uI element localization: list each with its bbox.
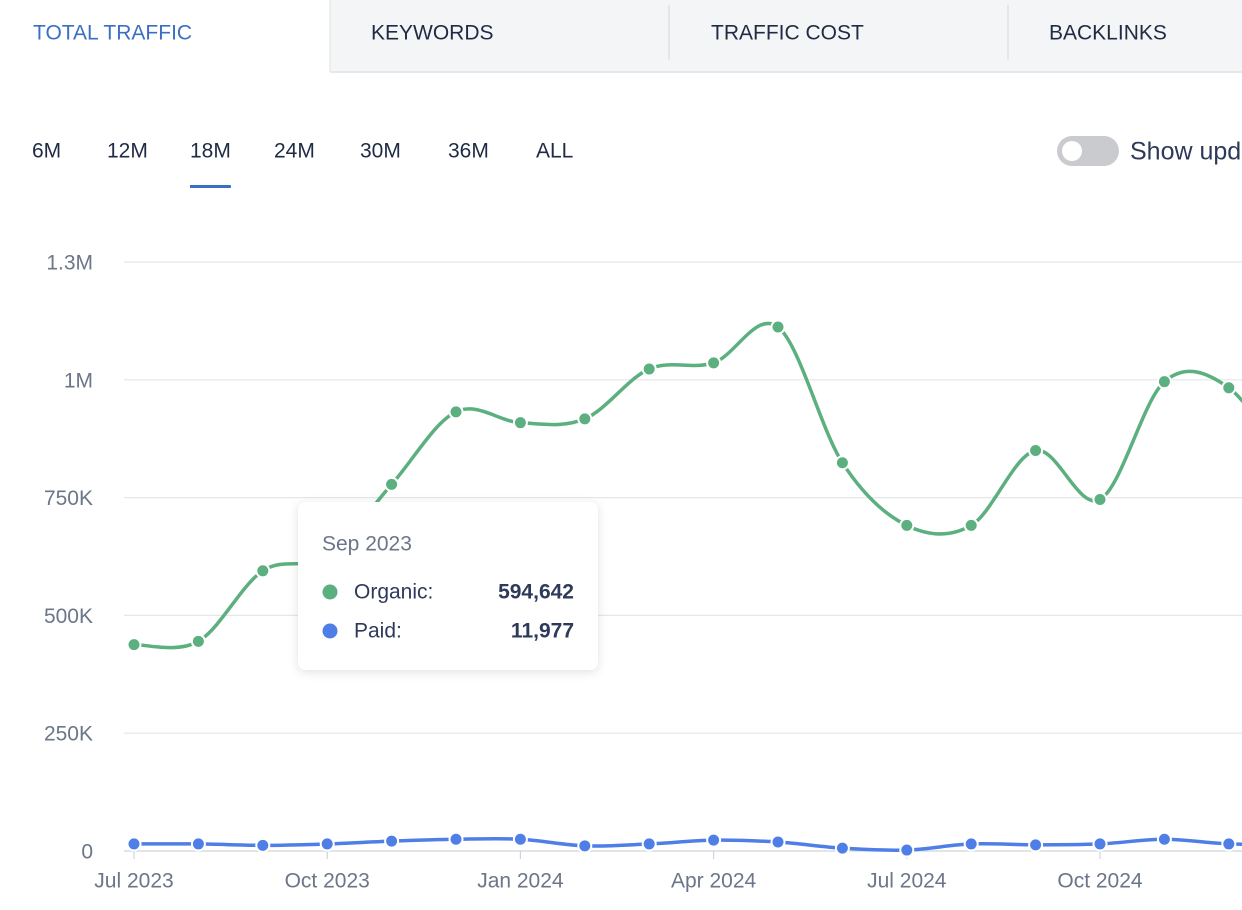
data-point: [770, 319, 786, 335]
data-point: [577, 838, 593, 854]
toggle-knob: [1062, 141, 1082, 161]
data-point: [770, 834, 786, 850]
series-line: [133, 836, 1242, 853]
period-button[interactable]: 36M: [448, 140, 489, 163]
data-point: [641, 361, 657, 377]
y-tick-label: 1M: [64, 369, 93, 392]
data-point: [834, 455, 850, 471]
toggle-label[interactable]: Show updates: [1130, 138, 1242, 166]
tab[interactable]: TOTAL TRAFFIC: [33, 22, 192, 45]
y-tick-label: 0: [81, 841, 93, 864]
x-tick-label: Jul 2024: [867, 870, 947, 893]
data-point: [384, 833, 400, 849]
period-underline: [190, 185, 231, 188]
tooltip-box: [298, 502, 598, 670]
y-tick-label: 500K: [44, 605, 93, 628]
data-point: [1156, 831, 1172, 847]
data-point: [899, 842, 915, 858]
tooltip: Sep 2023 Organic: 594,642 Paid: 11,977: [298, 502, 598, 670]
data-point: [448, 831, 464, 847]
data-point: [1028, 837, 1044, 853]
data-point: [1221, 380, 1237, 396]
tooltip-title: Sep 2023: [322, 533, 412, 556]
period-button[interactable]: 30M: [360, 140, 401, 163]
data-point: [319, 836, 335, 852]
data-point: [384, 476, 400, 492]
data-point: [255, 563, 271, 579]
data-point: [448, 404, 464, 420]
x-tick-label: Oct 2023: [285, 870, 370, 893]
data-point: [1092, 836, 1108, 852]
y-tick-label: 750K: [44, 487, 93, 510]
period-button[interactable]: 12M: [107, 140, 148, 163]
data-point: [1028, 442, 1044, 458]
x-tick-label: Jul 2023: [94, 870, 173, 893]
data-point: [190, 836, 206, 852]
y-tick-label: 1.3M: [46, 252, 93, 275]
data-point: [190, 633, 206, 649]
data-point: [706, 355, 722, 371]
x-tick-label: Apr 2024: [671, 870, 757, 893]
tooltip-label: Paid:: [354, 620, 402, 643]
tooltip-marker: [322, 623, 338, 639]
tab[interactable]: KEYWORDS: [371, 22, 494, 45]
y-tick-label: 250K: [44, 723, 93, 746]
period-button[interactable]: 18M: [190, 140, 231, 163]
tab-bar-bg: [330, 0, 1242, 72]
data-point: [1092, 491, 1108, 507]
data-point: [577, 411, 593, 427]
x-tick-label: Jan 2024: [477, 870, 564, 893]
data-point: [126, 836, 142, 852]
data-point: [834, 840, 850, 856]
x-tick-label: Oct 2024: [1057, 870, 1143, 893]
data-point: [512, 831, 528, 847]
tooltip-marker: [322, 584, 338, 600]
period-button[interactable]: 6M: [32, 140, 61, 163]
data-point: [706, 832, 722, 848]
data-point: [963, 836, 979, 852]
tab[interactable]: TRAFFIC COST: [711, 22, 864, 45]
data-point: [126, 637, 142, 653]
data-point: [899, 517, 915, 533]
tooltip-value: 594,642: [498, 581, 574, 604]
period-button[interactable]: ALL: [536, 140, 573, 163]
tooltip-value: 11,977: [511, 620, 574, 643]
data-point: [641, 836, 657, 852]
tooltip-label: Organic:: [354, 581, 433, 604]
data-point: [1156, 374, 1172, 390]
data-point: [512, 415, 528, 431]
period-button[interactable]: 24M: [274, 140, 315, 163]
data-point: [255, 837, 271, 853]
tab[interactable]: BACKLINKS: [1049, 22, 1167, 45]
data-point: [963, 517, 979, 533]
data-point: [1221, 836, 1237, 852]
